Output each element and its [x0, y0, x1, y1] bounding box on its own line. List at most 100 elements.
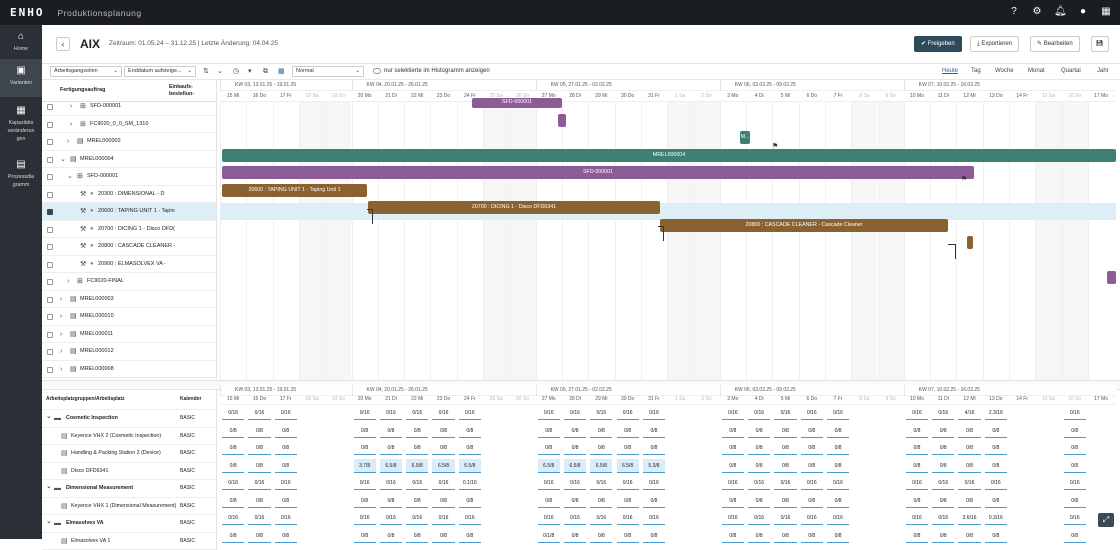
capacity-cell[interactable]: 0/8 [932, 424, 954, 438]
capacity-cell[interactable]: 0/16 [406, 511, 428, 525]
capacity-cell[interactable]: 0/16 [827, 511, 849, 525]
capacity-cell[interactable]: 0/16 [643, 406, 665, 420]
capacity-cell[interactable]: 0/8 [722, 441, 744, 455]
capacity-cell[interactable]: 0/16 [564, 406, 586, 420]
capacity-cell[interactable]: 2.3/16 [985, 406, 1007, 420]
chevron-right-icon[interactable]: › [67, 133, 69, 150]
capacity-cell[interactable]: 0/16 [590, 406, 612, 420]
capacity-cell[interactable]: 0/16 [932, 476, 954, 490]
capacity-cell[interactable]: 0/8 [248, 459, 270, 473]
capacity-cell[interactable]: 0/8 [801, 529, 823, 543]
capacity-cell[interactable]: 0/8 [406, 494, 428, 508]
gantt-bar[interactable]: 20700 : DICING 1 - Disco DFD6341 [368, 201, 660, 214]
tree-row[interactable]: ›▤MREL000002 [42, 133, 216, 151]
tree-row[interactable]: ⚒●20700 : DICING 1 - Disco DFD( [42, 221, 216, 239]
capacity-cell[interactable]: 0/8 [459, 441, 481, 455]
capacity-cell[interactable]: 0/8 [590, 424, 612, 438]
capacity-cell[interactable]: 0/8 [248, 441, 270, 455]
row-checkbox[interactable] [47, 314, 53, 320]
capacity-cell[interactable]: 0/8 [248, 424, 270, 438]
capacity-cell[interactable]: 0/8 [1064, 529, 1086, 543]
capacity-cell[interactable]: 0/8 [643, 494, 665, 508]
capacity-cell[interactable]: 0/16 [1064, 511, 1086, 525]
tree-row[interactable]: ›▤MREL000011 [42, 326, 216, 344]
row-checkbox[interactable] [47, 367, 53, 373]
capacity-cell[interactable]: 0/16 [248, 511, 270, 525]
capacity-cell[interactable]: 0/16 [617, 511, 639, 525]
capacity-cell[interactable]: 0/8 [1064, 459, 1086, 473]
capacity-cell[interactable]: 0/8 [459, 424, 481, 438]
histogram-toggle[interactable] [373, 68, 381, 74]
capacity-cell[interactable]: 0/16 [932, 511, 954, 525]
capacity-cell[interactable]: 0/8 [432, 441, 454, 455]
capacity-cell[interactable]: 0/8 [380, 494, 402, 508]
capacity-cell[interactable]: 0/8 [275, 459, 297, 473]
chevron-right-icon[interactable]: › [60, 326, 62, 343]
calendar-icon[interactable]: ▦ [278, 67, 285, 76]
capacity-cell[interactable]: 0/8 [222, 529, 244, 543]
row-checkbox[interactable] [47, 104, 53, 110]
capacity-cell[interactable]: 0/16 [459, 511, 481, 525]
capacity-cell[interactable]: 0/16 [801, 511, 823, 525]
capacity-cell[interactable]: 0/8 [643, 424, 665, 438]
capacity-cell[interactable]: 0/8 [722, 459, 744, 473]
clock-icon[interactable]: ◷ [233, 67, 239, 76]
capacity-cell[interactable]: 0/8 [590, 494, 612, 508]
row-checkbox[interactable] [47, 332, 53, 338]
capacity-cell[interactable]: 0/8 [774, 459, 796, 473]
capacity-cell[interactable]: 0/8 [643, 529, 665, 543]
capacity-cell[interactable]: 0/8 [275, 441, 297, 455]
capacity-cell[interactable]: 0/16 [906, 406, 928, 420]
chevron-right-icon[interactable]: › [70, 116, 72, 133]
capacity-cell[interactable]: 0/16 [1064, 476, 1086, 490]
tree-row[interactable]: ›⊞SFD-000001 [42, 98, 216, 116]
capacity-cell[interactable]: 0/8 [564, 494, 586, 508]
capacity-cell[interactable]: 0/16 [222, 511, 244, 525]
capacity-cell[interactable]: 6.5/8 [590, 459, 612, 473]
chevron-right-icon[interactable]: › [60, 308, 62, 325]
capacity-cell[interactable]: 0/16 [406, 406, 428, 420]
capacity-cell[interactable]: 0/8 [774, 424, 796, 438]
capacity-cell[interactable]: 0/8 [617, 494, 639, 508]
capacity-cell[interactable]: 0/8 [985, 494, 1007, 508]
capacity-cell[interactable]: 0/16 [774, 511, 796, 525]
capacity-cell[interactable]: 0/8 [748, 441, 770, 455]
capacity-cell[interactable]: 0/8 [801, 494, 823, 508]
capacity-cell[interactable]: 0/8 [801, 424, 823, 438]
capacity-cell[interactable]: 0/8 [643, 441, 665, 455]
capacity-cell[interactable]: 0/8 [774, 494, 796, 508]
capacity-cell[interactable]: 0/16 [248, 476, 270, 490]
save-button[interactable]: 💾︎ [1091, 36, 1109, 52]
filter-icon[interactable]: ▾ [248, 67, 252, 76]
sidebar-item-home[interactable]: ⌂ Home [0, 25, 42, 59]
group-select[interactable]: Arbeitsgangzeilen⌄ [50, 66, 122, 77]
capacity-cell[interactable]: 0/16 [406, 476, 428, 490]
capacity-cell[interactable]: 0/8 [380, 529, 402, 543]
capacity-cell[interactable]: 0/8 [958, 424, 980, 438]
capacity-cell[interactable]: 0/8 [617, 424, 639, 438]
capacity-cell[interactable]: 0/8 [222, 424, 244, 438]
gantt-bar[interactable]: 20600 : TAPING UNIT 1 - Taping Unit 1 [222, 184, 367, 197]
capacity-cell[interactable]: 0/8 [564, 529, 586, 543]
capacity-cell[interactable]: 0/8 [459, 494, 481, 508]
capacity-cell[interactable]: 0/16 [748, 511, 770, 525]
tree-row[interactable]: ⚒●20900 : ELMASOLVEX VA - [42, 256, 216, 274]
open-external-icon[interactable]: ⧉ [263, 67, 268, 76]
row-checkbox[interactable] [47, 209, 53, 215]
capacity-cell[interactable]: 0/8 [827, 529, 849, 543]
capacity-cell[interactable]: 0/16 [354, 476, 376, 490]
tree-row[interactable]: ›▤MREL000012 [42, 343, 216, 361]
capacity-cell[interactable]: 0/16 [827, 476, 849, 490]
row-checkbox[interactable] [47, 192, 53, 198]
capacity-cell[interactable]: 0/16 [906, 511, 928, 525]
capacity-cell[interactable]: 0/8 [827, 424, 849, 438]
capacity-cell[interactable]: 0/8 [722, 494, 744, 508]
sort-direction-icon[interactable]: ⇅ [203, 67, 209, 76]
capacity-cell[interactable]: 6.5/8 [380, 459, 402, 473]
user-icon[interactable]: ● [1077, 6, 1089, 18]
capacity-cell[interactable]: 0/16 [354, 511, 376, 525]
capacity-cell[interactable]: 0/8 [748, 529, 770, 543]
capacity-cell[interactable]: 0/16 [564, 476, 586, 490]
capacity-cell[interactable]: 0/16 [617, 406, 639, 420]
